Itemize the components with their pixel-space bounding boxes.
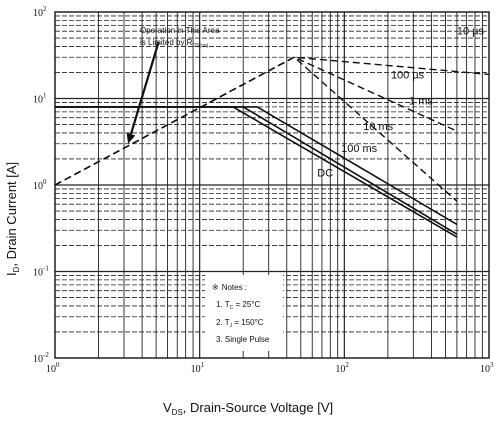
y-tick-label-2: 100 — [33, 178, 47, 192]
y-tick-label-1: 10-1 — [33, 265, 49, 279]
y-tick-label-3: 101 — [33, 92, 47, 106]
curve-label-5: DC — [317, 168, 333, 180]
notes-box: ※ Notes : 1. TC = 25°C 2. TJ = 150°C 3. S… — [205, 275, 283, 351]
curve-label-2: 1 ms — [409, 96, 433, 108]
callout-line-1: Operation in This Area — [140, 26, 220, 35]
callout-arrow — [129, 41, 160, 135]
curve-label-3: 10 ms — [363, 121, 393, 133]
notes-background — [205, 275, 283, 351]
callout-arrowhead — [126, 132, 136, 144]
x-tick-label-3: 103 — [480, 361, 494, 375]
curve-label-1: 100 µs — [391, 70, 425, 82]
curve-labels: 10 µs 100 µs 1 ms 10 ms 100 ms DC — [317, 25, 484, 179]
x-axis-title: VDS, Drain-Source Voltage [V] — [163, 400, 333, 417]
callout-line-2: is Limited by RDS(on) — [140, 38, 209, 49]
x-tick-label-0: 100 — [46, 361, 60, 375]
plot-frame — [54, 11, 490, 359]
tick-labels: 100 101 102 103 10-2 10-1 100 101 102 — [33, 5, 494, 375]
notes-bullet: ※ — [212, 283, 219, 292]
notes-line-3: 3. Single Pulse — [216, 335, 270, 344]
x-tick-label-2: 102 — [335, 361, 349, 375]
y-axis-title: ID, Drain Current [A] — [4, 162, 21, 276]
rds-on-callout: Operation in This Area is Limited by RDS… — [126, 26, 220, 144]
notes-title: ※ Notes : — [212, 283, 247, 292]
curves — [54, 56, 490, 238]
notes-line-1: 1. TC = 25°C — [216, 300, 260, 311]
soa-curve-2 — [54, 56, 458, 202]
curve-label-4: 100 ms — [341, 143, 378, 155]
y-tick-label-4: 102 — [33, 5, 47, 19]
x-tick-label-1: 101 — [191, 361, 205, 375]
curve-label-0: 10 µs — [457, 25, 485, 37]
y-tick-label-0: 10-2 — [33, 351, 49, 365]
notes-line-2: 2. TJ = 150°C — [216, 318, 264, 329]
soa-curve-5 — [55, 106, 458, 238]
